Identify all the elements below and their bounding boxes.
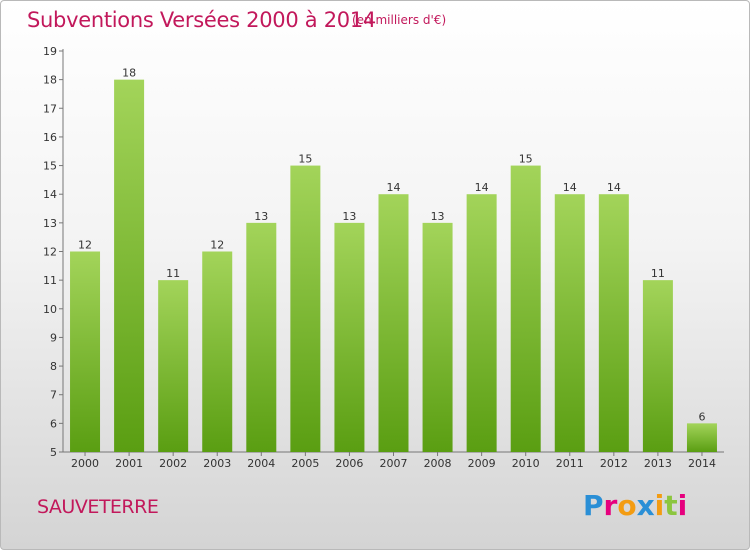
- x-tick-label: 2000: [71, 457, 99, 470]
- data-label: 18: [122, 67, 136, 80]
- x-tick-label: 2003: [203, 457, 231, 470]
- chart-unit: (en milliers d'€): [352, 13, 447, 27]
- axes: 5 6 7 8 9 10 11 12 13 14 15 16 17 18 19 2000 2001 2002 200…: [43, 45, 724, 470]
- bar-2007: [378, 194, 409, 452]
- chart-title: Subventions Versées 2000 à 2014: [27, 8, 376, 32]
- data-label: 6: [698, 410, 705, 423]
- y-tick-label: 7: [50, 389, 57, 402]
- data-label: 11: [651, 267, 665, 280]
- data-label: 14: [475, 181, 489, 194]
- proxiti-logo[interactable]: Proxiti: [583, 489, 687, 522]
- bar-2001: [114, 79, 145, 453]
- data-label: 14: [387, 181, 401, 194]
- x-tick-label: 2010: [512, 457, 540, 470]
- y-tick-label: 19: [43, 45, 57, 58]
- y-tick-label: 9: [50, 331, 57, 344]
- data-label: 14: [563, 181, 577, 194]
- bar-2005: [290, 165, 321, 453]
- bar-2012: [598, 194, 629, 452]
- bar-2002: [158, 280, 189, 452]
- y-tick-label: 13: [43, 217, 57, 230]
- x-tick-label: 2012: [600, 457, 628, 470]
- logo-letter: r: [603, 489, 618, 522]
- bar-2008: [422, 222, 453, 452]
- x-tick-label: 2005: [291, 457, 319, 470]
- commune-name: SAUVETERRE: [37, 496, 159, 518]
- y-tick-label: 18: [43, 74, 57, 87]
- bar-2004: [246, 222, 277, 452]
- bar-2009: [466, 194, 497, 452]
- y-tick-label: 8: [50, 360, 57, 373]
- data-label: 15: [298, 153, 312, 166]
- y-tick-label: 15: [43, 160, 57, 173]
- bars: [70, 79, 717, 453]
- bar-2003: [202, 251, 233, 452]
- data-label: 13: [431, 210, 445, 223]
- y-tick-label: 14: [43, 188, 57, 201]
- data-label: 14: [607, 181, 621, 194]
- logo-letter: i: [677, 489, 688, 522]
- logo-letter: o: [617, 489, 637, 522]
- x-tick-label: 2004: [247, 457, 275, 470]
- bar-2010: [510, 165, 541, 453]
- bar-2006: [334, 222, 365, 452]
- y-tick-label: 17: [43, 102, 57, 115]
- bar-2014: [686, 423, 717, 452]
- bar-2013: [642, 280, 673, 452]
- y-tick-label: 10: [43, 303, 57, 316]
- logo-letter: t: [664, 489, 678, 522]
- bar-2000: [70, 251, 101, 452]
- data-label: 12: [210, 239, 224, 252]
- y-tick-label: 5: [50, 446, 57, 459]
- x-tick-label: 2009: [468, 457, 496, 470]
- logo-letter: i: [654, 489, 665, 522]
- x-tick-label: 2008: [424, 457, 452, 470]
- bar-2011: [554, 194, 585, 452]
- data-label: 15: [519, 153, 533, 166]
- y-tick-label: 12: [43, 246, 57, 259]
- y-tick-label: 11: [43, 274, 57, 287]
- x-tick-label: 2014: [688, 457, 716, 470]
- data-label: 12: [78, 239, 92, 252]
- x-tick-label: 2007: [380, 457, 408, 470]
- data-label: 11: [166, 267, 180, 280]
- data-labels: 12 18 11 12 13 15 13 14 13 14 15 14 14 11 6: [78, 67, 705, 424]
- x-tick-label: 2002: [159, 457, 187, 470]
- logo-letter: x: [636, 489, 655, 522]
- x-tick-label: 2006: [335, 457, 363, 470]
- x-tick-label: 2011: [556, 457, 584, 470]
- logo-letter: P: [583, 489, 604, 522]
- data-label: 13: [342, 210, 356, 223]
- x-tick-label: 2013: [644, 457, 672, 470]
- y-tick-label: 16: [43, 131, 57, 144]
- y-tick-label: 6: [50, 417, 57, 430]
- data-label: 13: [254, 210, 268, 223]
- x-tick-label: 2001: [115, 457, 143, 470]
